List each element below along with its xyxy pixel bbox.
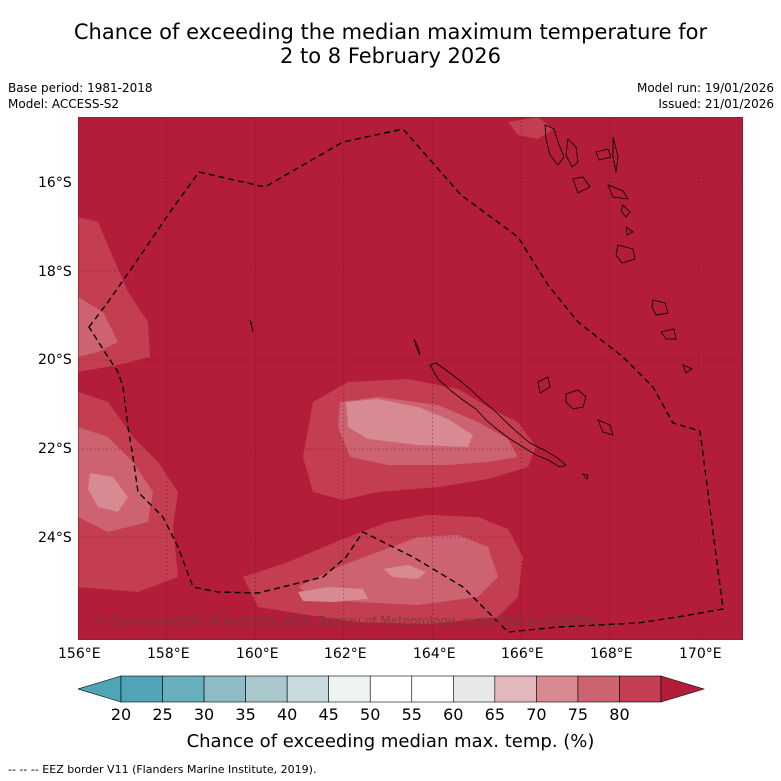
map-title-line1: Chance of exceeding the median maximum t…	[73, 20, 708, 44]
colorbar-high-extension	[660, 675, 705, 703]
model-run: Model run: 19/01/2026	[636, 81, 774, 95]
lon-label-158e: 158°E	[147, 646, 190, 662]
map-gridlines	[78, 117, 743, 640]
colorbar-cell-25-30	[162, 675, 205, 703]
colorbar-label-50: 50	[360, 705, 381, 724]
copyright-notice: © Commonwealth of Australia 2026, Bureau…	[94, 614, 600, 628]
colorbar-label-40: 40	[276, 705, 298, 724]
colorbar-label-65: 65	[484, 705, 506, 724]
lon-label-170e: 170°E	[679, 646, 722, 662]
lat-label-16s: 16°S	[38, 175, 72, 191]
colorbar-cell-30-35	[203, 675, 246, 703]
colorbar-label-60: 60	[443, 705, 464, 724]
colorbar-cell-20-25	[120, 675, 163, 703]
issued-date: Issued: 21/01/2026	[658, 97, 774, 111]
colorbar-cell-50-55	[369, 675, 413, 703]
forecast-map	[78, 117, 743, 640]
lat-label-20s: 20°S	[38, 352, 72, 368]
colorbar-label-35: 35	[235, 705, 256, 724]
eez-border	[88, 128, 724, 633]
colorbar-label-25: 25	[152, 705, 173, 724]
colorbar-cell-80-undefined	[619, 675, 662, 703]
colorbar-cell-35-40	[245, 675, 288, 703]
vanuatu-coast	[544, 124, 565, 166]
colorbar-cell-65-70	[494, 675, 537, 703]
colorbar-cell-70-75	[536, 675, 579, 703]
colorbar-label-70: 70	[526, 705, 547, 724]
colorbar-label-30: 30	[193, 705, 215, 724]
probability-band-65	[88, 399, 473, 602]
lat-label-24s: 24°S	[38, 530, 72, 546]
colorbar-label-80: 80	[609, 705, 630, 724]
colorbar-cell-45-50	[328, 675, 371, 703]
colorbar-cell-75-80	[577, 675, 620, 703]
eez-legend: -- -- -- EEZ border V11 (Flanders Marine…	[8, 763, 317, 776]
colorbar-label-55: 55	[401, 705, 422, 724]
model-name: Model: ACCESS-S2	[8, 97, 120, 111]
lon-label-164e: 164°E	[413, 646, 456, 662]
map-title-line2: 2 to 8 February 2026	[279, 44, 501, 68]
colorbar-low-extension	[78, 675, 122, 703]
lat-label-18s: 18°S	[38, 264, 72, 280]
colorbar	[78, 675, 705, 703]
colorbar-label-45: 45	[318, 705, 339, 724]
base-period: Base period: 1981-2018	[8, 81, 153, 95]
colorbar-label-20: 20	[110, 705, 132, 724]
colorbar-cell-40-45	[286, 675, 329, 703]
lon-label-162e: 162°E	[324, 646, 367, 662]
colorbar-title: Chance of exceeding median max. temp. (%…	[186, 731, 595, 752]
lon-label-166e: 166°E	[501, 646, 544, 662]
lon-label-168e: 168°E	[590, 646, 633, 662]
colorbar-cell-55-60	[411, 675, 454, 703]
lon-label-156e: 156°E	[58, 646, 101, 662]
lat-label-22s: 22°S	[38, 441, 72, 457]
colorbar-cell-60-65	[453, 675, 496, 703]
lon-label-160e: 160°E	[236, 646, 279, 662]
colorbar-label-75: 75	[567, 705, 589, 724]
new-caledonia-coast	[429, 362, 567, 468]
loyalty-islands-coast	[537, 376, 551, 394]
coastlines	[249, 124, 693, 480]
